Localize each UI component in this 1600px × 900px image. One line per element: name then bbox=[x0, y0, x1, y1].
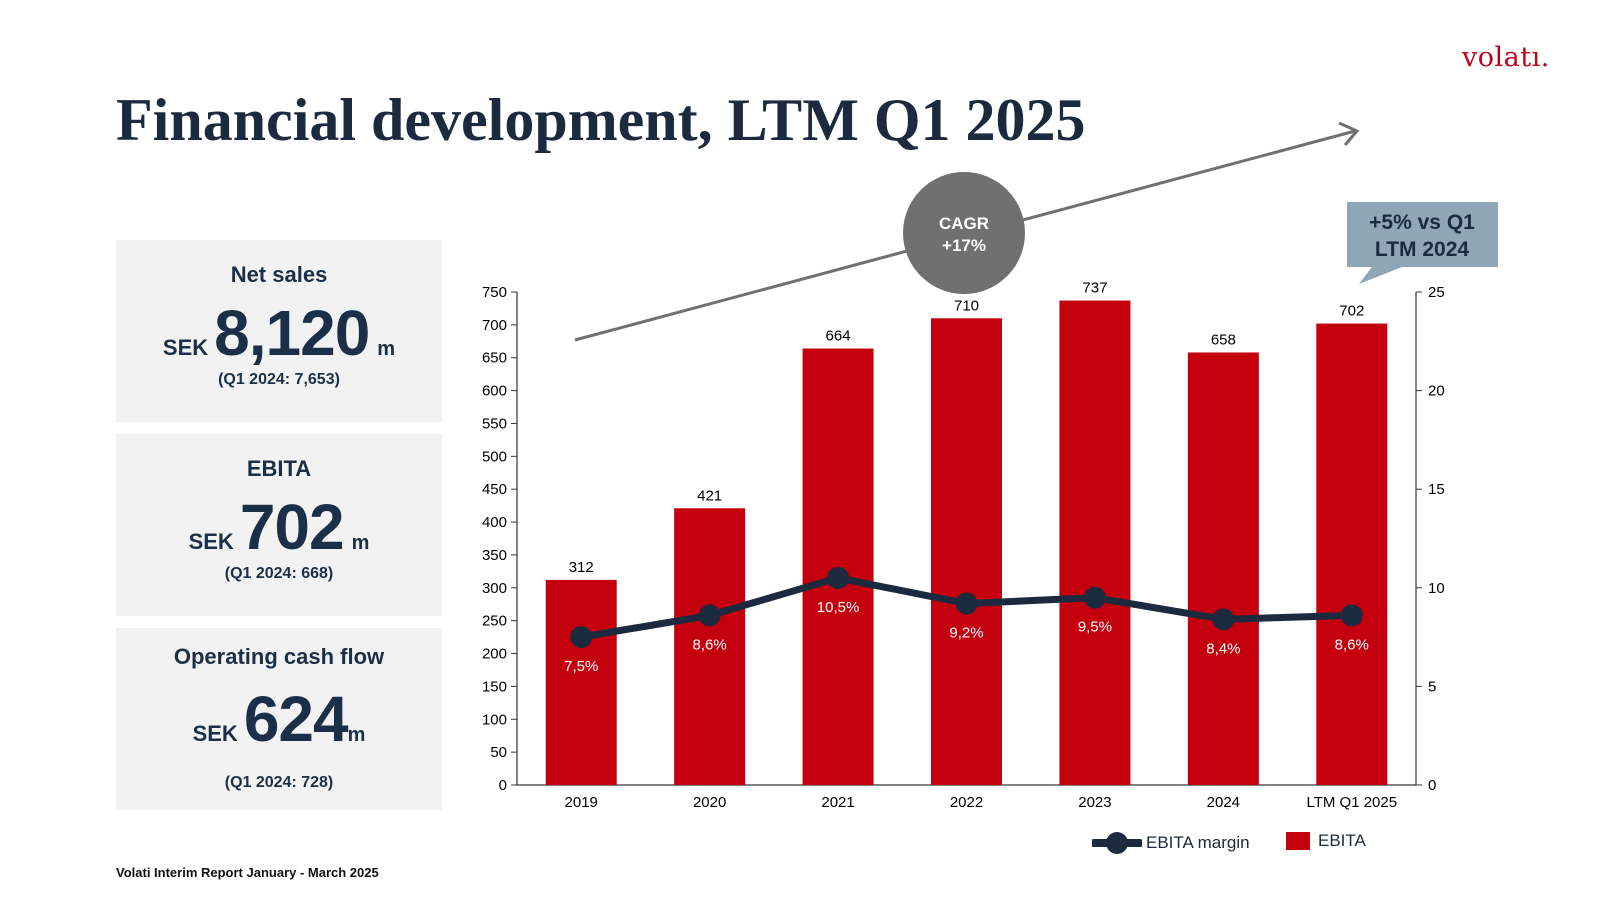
ebita-bar-value-label: 658 bbox=[1211, 331, 1236, 348]
kpi-currency: SEK bbox=[162, 335, 209, 360]
page-title: Financial development, LTM Q1 2025 bbox=[116, 87, 1086, 153]
kpi-number: 8,120 bbox=[214, 297, 370, 369]
ebita-margin-label: 8,4% bbox=[1206, 640, 1240, 657]
ebita-bar-value-label: 710 bbox=[954, 297, 979, 314]
cagr-arrow-head bbox=[1338, 121, 1360, 146]
kpi-currency: SEK bbox=[188, 529, 234, 554]
y-left-tick-label: 350 bbox=[482, 547, 507, 564]
y-left-tick-label: 250 bbox=[482, 613, 507, 630]
ebita-margin-label: 10,5% bbox=[817, 599, 860, 616]
x-tick-label: 2024 bbox=[1207, 794, 1240, 811]
y-left-tick-label: 200 bbox=[482, 646, 507, 663]
kpi-title: Net sales bbox=[230, 262, 328, 287]
kpi-compare: (Q1 2024: 728) bbox=[224, 774, 334, 791]
ebita-bar-value-label: 312 bbox=[569, 559, 594, 576]
ebita-bar bbox=[1316, 323, 1388, 785]
ebita-margin-label: 8,6% bbox=[693, 636, 727, 653]
y-left-tick-label: 100 bbox=[482, 711, 507, 728]
kpi-card-operating-cash-flow: Operating cash flow SEK 624 m (Q1 2024: … bbox=[116, 628, 442, 810]
legend-bar-marker bbox=[1286, 832, 1310, 850]
y-left-tick-label: 150 bbox=[482, 678, 507, 695]
ebita-bar bbox=[802, 348, 874, 785]
legend-label: EBITA margin bbox=[1146, 833, 1250, 852]
kpi-card-net-sales: Net sales SEK 8,120 m (Q1 2024: 7,653) bbox=[116, 240, 442, 422]
legend-item-ebita-margin: EBITA margin bbox=[1092, 831, 1250, 855]
y-left-tick-label: 0 bbox=[499, 777, 507, 794]
kpi-currency: SEK bbox=[192, 721, 238, 746]
x-tick-label: 2023 bbox=[1078, 794, 1111, 811]
legend-label: EBITA bbox=[1318, 831, 1366, 850]
comparison-callout-box bbox=[1347, 202, 1498, 284]
kpi-value-row: SEK 8,120 m bbox=[116, 296, 442, 370]
kpi-unit: m bbox=[351, 532, 370, 554]
ebita-margin-point bbox=[698, 604, 721, 627]
kpi-unit: m bbox=[377, 338, 396, 360]
legend-line-marker bbox=[1092, 832, 1142, 854]
x-tick-label: LTM Q1 2025 bbox=[1306, 794, 1397, 811]
y-left-tick-label: 700 bbox=[482, 317, 507, 334]
ebita-bar-value-label: 737 bbox=[1082, 280, 1107, 297]
ebita-margin-point bbox=[955, 592, 978, 615]
y-right-tick-label: 5 bbox=[1428, 678, 1436, 695]
comparison-callout-line1: +5% vs Q1 bbox=[1369, 211, 1475, 234]
kpi-number: 702 bbox=[239, 491, 345, 563]
y-left-tick-label: 50 bbox=[490, 744, 507, 761]
cagr-label: CAGR bbox=[939, 214, 989, 233]
comparison-callout-line2: LTM 2024 bbox=[1375, 238, 1469, 261]
ebita-bar-value-label: 664 bbox=[826, 328, 851, 345]
y-left-tick-label: 750 bbox=[482, 284, 507, 301]
ebita-bar bbox=[674, 508, 746, 785]
kpi-value-row: SEK 624 m bbox=[116, 682, 442, 756]
ebita-margin-point bbox=[1083, 586, 1106, 609]
x-tick-label: 2019 bbox=[565, 794, 598, 811]
x-tick-label: 2020 bbox=[693, 794, 726, 811]
volati-logo: volatı. bbox=[1462, 42, 1550, 73]
ebita-bar-value-label: 702 bbox=[1339, 303, 1364, 320]
ebita-bar bbox=[1187, 352, 1259, 785]
cagr-bubble bbox=[903, 172, 1025, 294]
kpi-value-row: SEK 702 m bbox=[116, 490, 442, 564]
y-left-tick-label: 500 bbox=[482, 448, 507, 465]
ebita-margin-label: 8,6% bbox=[1335, 636, 1369, 653]
ebita-margin-label: 9,5% bbox=[1078, 619, 1112, 636]
y-left-tick-label: 650 bbox=[482, 350, 507, 367]
y-right-tick-label: 0 bbox=[1428, 777, 1436, 794]
x-tick-label: 2022 bbox=[950, 794, 983, 811]
ebita-bar bbox=[1059, 300, 1131, 785]
ebita-bar bbox=[931, 318, 1002, 785]
kpi-title: EBITA bbox=[246, 456, 312, 481]
ebita-margin-point bbox=[570, 626, 593, 649]
ebita-bar-value-label: 421 bbox=[697, 487, 722, 504]
ebita-margin-label: 9,2% bbox=[949, 625, 983, 642]
ebita-margin-point bbox=[1340, 604, 1363, 627]
y-right-tick-label: 25 bbox=[1428, 284, 1445, 301]
y-right-tick-label: 20 bbox=[1428, 383, 1445, 400]
ebita-margin-label: 7,5% bbox=[564, 658, 598, 675]
y-left-tick-label: 450 bbox=[482, 481, 507, 498]
y-left-tick-label: 550 bbox=[482, 415, 507, 432]
kpi-compare: (Q1 2024: 668) bbox=[224, 565, 334, 582]
y-left-tick-label: 300 bbox=[482, 580, 507, 597]
ebita-bar bbox=[545, 579, 617, 785]
ebita-margin-point bbox=[1212, 608, 1235, 631]
y-left-tick-label: 600 bbox=[482, 383, 507, 400]
kpi-unit: m bbox=[347, 724, 366, 746]
y-left-tick-label: 400 bbox=[482, 514, 507, 531]
kpi-compare: (Q1 2024: 7,653) bbox=[218, 371, 340, 388]
cagr-value: +17% bbox=[942, 236, 986, 255]
ebita-margin-point bbox=[827, 566, 850, 589]
footer-text: Volati Interim Report January - March 20… bbox=[116, 865, 379, 880]
kpi-number: 624 bbox=[243, 683, 349, 755]
y-right-tick-label: 15 bbox=[1428, 481, 1445, 498]
x-tick-label: 2021 bbox=[821, 794, 854, 811]
kpi-title: Operating cash flow bbox=[173, 644, 385, 669]
kpi-card-ebita: EBITA SEK 702 m (Q1 2024: 668) bbox=[116, 434, 442, 616]
legend-item-ebita: EBITA bbox=[1286, 831, 1366, 851]
y-right-tick-label: 10 bbox=[1428, 580, 1445, 597]
